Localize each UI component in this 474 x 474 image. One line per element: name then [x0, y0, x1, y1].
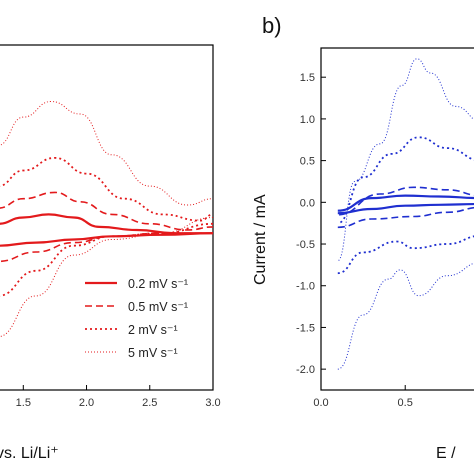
x-tick-label: 0.5 — [398, 397, 413, 409]
panel-b-frame — [320, 47, 474, 391]
series-line — [337, 206, 474, 229]
x-tick-label: 3.0 — [205, 397, 220, 409]
panel-b-y-axis-label: Current / mA — [252, 194, 269, 285]
x-tick-label: 1.5 — [16, 397, 31, 409]
y-tick-label: -2.0 — [296, 364, 315, 376]
legend-label-1: 0.5 mV s⁻¹ — [128, 300, 188, 314]
series-line — [0, 191, 213, 231]
panel-a-legend: 0.2 mV s⁻¹ 0.5 mV s⁻¹ 2 mV s⁻¹ 5 mV s⁻¹ — [85, 277, 188, 360]
series-line — [0, 232, 213, 247]
legend-label-0: 0.2 mV s⁻¹ — [128, 277, 188, 291]
series-line — [337, 186, 474, 216]
y-tick-label: 0.5 — [300, 156, 315, 168]
series-line — [0, 213, 213, 235]
y-tick-label: 1.0 — [300, 114, 315, 126]
y-tick-label: -1.0 — [296, 281, 315, 293]
legend-label-2: 2 mV s⁻¹ — [128, 323, 178, 337]
y-tick-label: 0.0 — [300, 197, 315, 209]
panel-b-x-axis-label: E / — [436, 445, 456, 462]
series-line — [337, 194, 474, 212]
panel-a-series — [0, 100, 213, 337]
y-tick-label: -0.5 — [296, 239, 315, 251]
legend-label-3: 5 mV s⁻¹ — [128, 346, 178, 360]
x-tick-label: 0.0 — [313, 397, 328, 409]
panel-a-x-ticks: 1.5 2.0 2.5 3.0 — [16, 385, 221, 409]
series-line — [0, 217, 213, 337]
panel-a-x-axis-label: vs. Li/Li⁺ — [0, 445, 59, 462]
panel-b: b) 1.5 1.0 0.5 0.0 -0.5 -1.0 -1.5 -2.0 0.0 0.5 C… — [252, 13, 474, 462]
series-line — [337, 235, 474, 275]
y-tick-label: -1.5 — [296, 322, 315, 334]
panel-b-y-ticks: 1.5 1.0 0.5 0.0 -0.5 -1.0 -1.5 -2.0 — [296, 72, 326, 376]
series-line — [337, 136, 474, 225]
x-tick-label: 2.0 — [79, 397, 94, 409]
series-line — [337, 58, 474, 262]
panel-b-series — [337, 58, 474, 370]
series-line — [0, 100, 213, 206]
series-line — [337, 262, 474, 370]
panel-b-label: b) — [262, 13, 282, 38]
series-line — [337, 202, 474, 215]
panel-a: 1.5 2.0 2.5 3.0 vs. Li/Li⁺ 0.2 mV s⁻¹ 0.5 m… — [0, 44, 221, 462]
panel-b-x-ticks: 0.0 0.5 — [313, 385, 413, 409]
y-tick-label: 1.5 — [300, 72, 315, 84]
series-line — [0, 156, 213, 222]
x-tick-label: 2.5 — [142, 397, 157, 409]
